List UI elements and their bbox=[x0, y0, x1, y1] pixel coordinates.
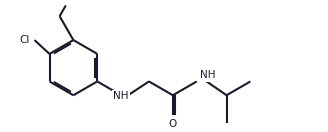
Text: O: O bbox=[169, 119, 177, 129]
Text: Cl: Cl bbox=[19, 35, 30, 45]
Text: NH: NH bbox=[200, 70, 215, 81]
Text: NH: NH bbox=[113, 91, 129, 101]
